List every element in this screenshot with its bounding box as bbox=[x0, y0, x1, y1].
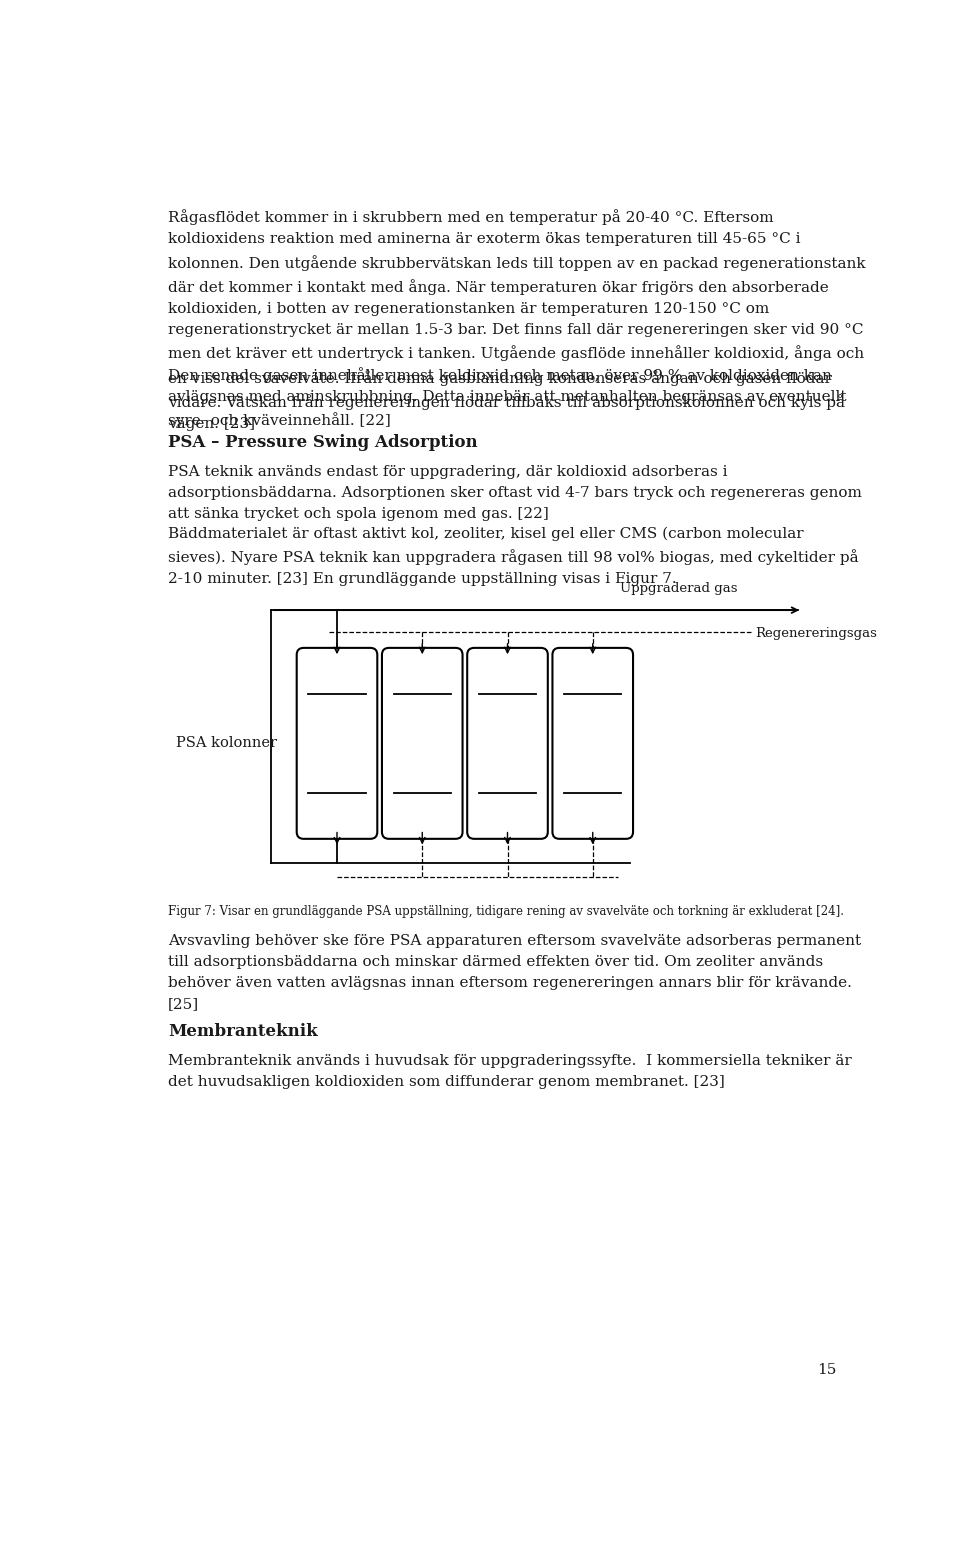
Text: Regenereringsgas: Regenereringsgas bbox=[756, 628, 877, 640]
Text: PSA kolonner: PSA kolonner bbox=[176, 737, 276, 750]
Text: PSA – Pressure Swing Adsorption: PSA – Pressure Swing Adsorption bbox=[168, 434, 478, 451]
FancyBboxPatch shape bbox=[468, 648, 548, 839]
Text: Membranteknik: Membranteknik bbox=[168, 1024, 318, 1039]
Text: PSA teknik används endast för uppgradering, där koldioxid adsorberas i
adsorptio: PSA teknik används endast för uppgraderi… bbox=[168, 465, 862, 521]
FancyBboxPatch shape bbox=[552, 648, 633, 839]
Text: Avsvavling behöver ske före PSA apparaturen eftersom svavelväte adsorberas perma: Avsvavling behöver ske före PSA apparatu… bbox=[168, 934, 861, 1011]
Text: Bäddmaterialet är oftast aktivt kol, zeoliter, kisel gel eller CMS (carbon molec: Bäddmaterialet är oftast aktivt kol, zeo… bbox=[168, 526, 858, 587]
Text: 15: 15 bbox=[818, 1363, 837, 1377]
Text: Den renade gasen innehåller mest koldioxid och metan, över 99 % av koldioxiden k: Den renade gasen innehåller mest koldiox… bbox=[168, 368, 847, 429]
Text: Membranteknik används i huvudsak för uppgraderingssyfte.  I kommersiella teknike: Membranteknik används i huvudsak för upp… bbox=[168, 1053, 852, 1089]
FancyBboxPatch shape bbox=[297, 648, 377, 839]
Text: Figur 7: Visar en grundläggande PSA uppställning, tidigare rening av svavelväte : Figur 7: Visar en grundläggande PSA upps… bbox=[168, 905, 844, 919]
Text: Rågasflödet kommer in i skrubbern med en temperatur på 20-40 °C. Eftersom
koldio: Rågasflödet kommer in i skrubbern med en… bbox=[168, 210, 866, 430]
FancyBboxPatch shape bbox=[382, 648, 463, 839]
Text: Uppgraderad gas: Uppgraderad gas bbox=[620, 582, 737, 595]
